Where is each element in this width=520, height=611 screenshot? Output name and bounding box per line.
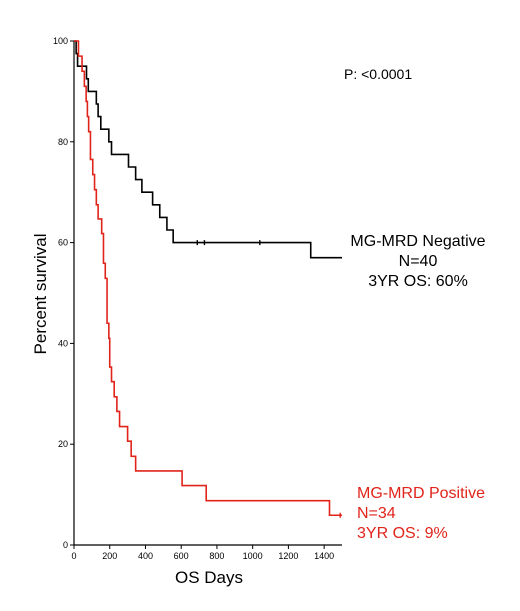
negative-group-name: MG-MRD Negative xyxy=(350,233,485,250)
x-tick-label: 200 xyxy=(102,551,117,561)
x-tick-label: 800 xyxy=(209,551,224,561)
y-tick-label: 40 xyxy=(58,338,68,348)
x-tick-label: 1200 xyxy=(278,551,298,561)
p-value-label: P: <0.0001 xyxy=(344,66,412,82)
x-tick-label: 1000 xyxy=(243,551,263,561)
positive-group-n: N=34 xyxy=(357,505,396,522)
positive-group-os: 3YR OS: 9% xyxy=(357,525,448,542)
x-tick-label: 0 xyxy=(71,551,76,561)
y-tick-label: 80 xyxy=(58,137,68,147)
y-tick-label: 100 xyxy=(53,36,68,46)
negative-survival-curve xyxy=(74,40,342,259)
x-tick-label: 400 xyxy=(138,551,153,561)
y-tick-label: 0 xyxy=(63,540,68,550)
negative-group-os: 3YR OS: 60% xyxy=(368,273,468,290)
y-tick-label: 60 xyxy=(58,238,68,248)
x-tick-label: 1400 xyxy=(314,551,334,561)
x-axis-title: OS Days xyxy=(175,568,243,587)
positive-survival-curve xyxy=(74,40,342,517)
curves xyxy=(74,40,342,518)
positive-group-name: MG-MRD Positive xyxy=(357,485,485,502)
y-axis-title: Percent survival xyxy=(31,234,50,355)
x-tick-label: 600 xyxy=(174,551,189,561)
negative-group-legend: MG-MRD Negative N=40 3YR OS: 60% xyxy=(350,233,485,290)
negative-group-n: N=40 xyxy=(399,253,438,270)
y-tick-label: 20 xyxy=(58,439,68,449)
positive-group-legend: MG-MRD Positive N=34 3YR OS: 9% xyxy=(357,485,485,542)
